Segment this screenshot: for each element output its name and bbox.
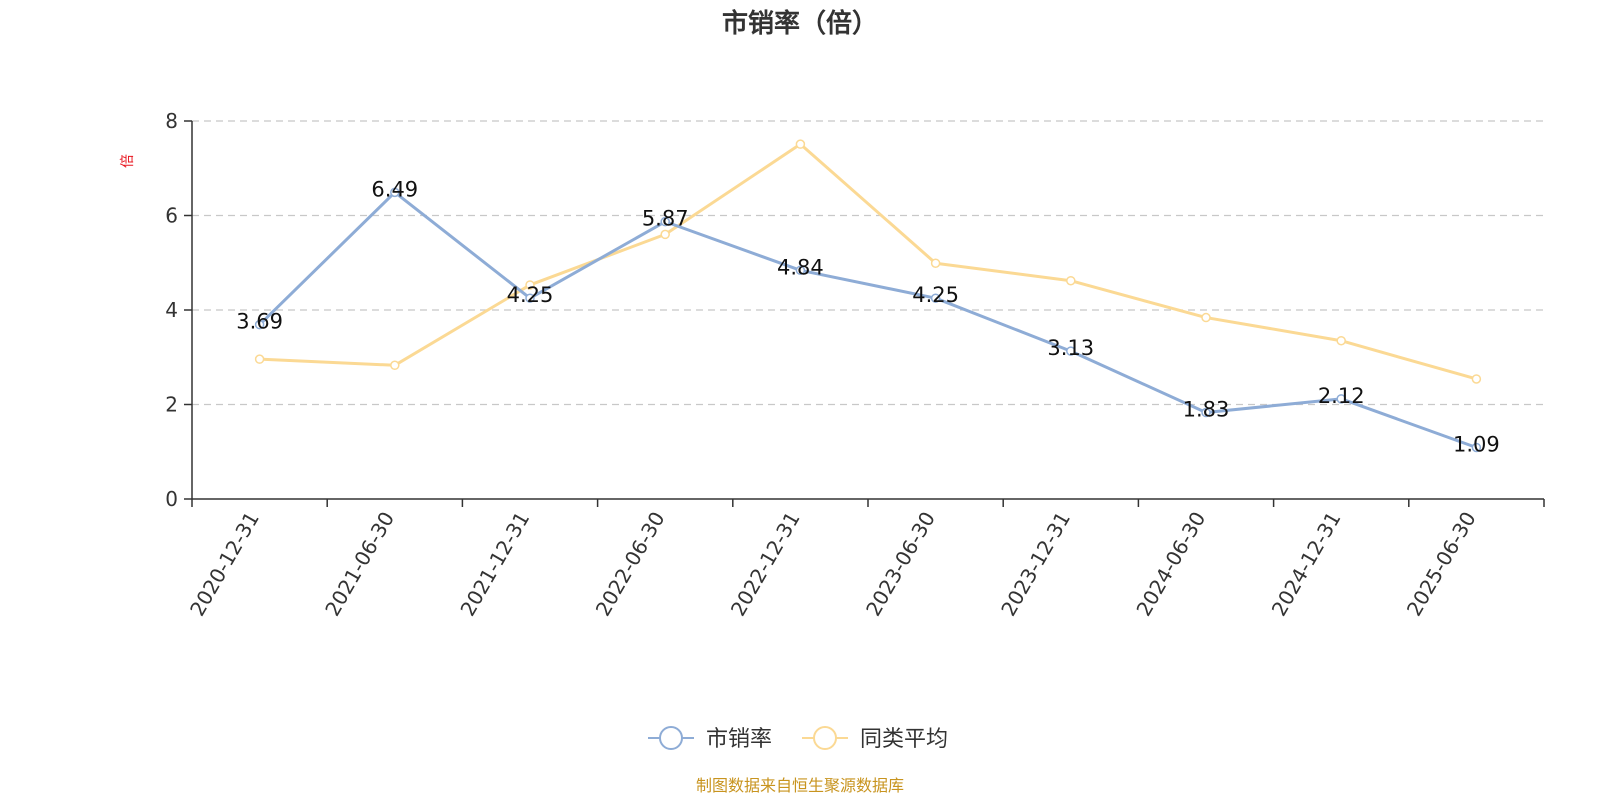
x-tick-label-7: 2024-06-30 <box>1131 508 1210 621</box>
legend-label-1: 同类平均 <box>860 727 948 752</box>
x-tick-label-5: 2023-06-30 <box>861 508 940 621</box>
chart-title: 市销率（倍） <box>722 8 878 39</box>
x-tick-label-3: 2022-06-30 <box>591 508 670 621</box>
series-0-point-2 <box>525 293 535 303</box>
y-tick-label-0: 0 <box>165 487 178 511</box>
source-note: 制图数据来自恒生聚源数据库 <box>696 776 904 795</box>
legend-marker-1 <box>813 726 837 750</box>
y-tick-label-4: 8 <box>165 109 178 133</box>
series-0-point-8 <box>1336 394 1346 404</box>
grid <box>192 120 1544 406</box>
series-line-1 <box>259 142 1477 381</box>
x-tick-label-6: 2023-12-31 <box>996 508 1075 621</box>
series-layer <box>254 139 1482 453</box>
x-tick-label-9: 2025-06-30 <box>1402 508 1481 621</box>
y-tick-label-2: 4 <box>165 298 178 322</box>
series-0-point-5 <box>930 293 941 303</box>
data-label-1: 6.49 <box>371 177 418 201</box>
data-labels: 3.69 6.49 4.25 5.87 4.84 4.25 3.13 1.83 2.12 1.09 <box>236 177 1500 456</box>
y-tick-label-3: 6 <box>165 204 178 228</box>
series-0-point-0 <box>254 319 265 330</box>
legend-label-0: 市销率 <box>706 727 772 752</box>
y-tick-label-1: 2 <box>165 393 178 417</box>
series-1-point-5 <box>930 258 941 268</box>
x-tick-label-2: 2021-12-31 <box>455 508 534 621</box>
series-1-point-8 <box>1336 335 1346 346</box>
series-1-point-2 <box>525 280 535 290</box>
series-1 <box>254 139 1482 384</box>
series-0-point-4 <box>795 265 806 276</box>
series-0-point-7 <box>1201 407 1211 418</box>
data-label-5: 4.25 <box>912 283 959 307</box>
data-label-0: 3.69 <box>236 310 283 334</box>
legend-marker-0 <box>659 726 683 750</box>
data-label-8: 2.12 <box>1318 384 1365 408</box>
series-1-point-6 <box>1066 275 1076 286</box>
data-label-9: 1.09 <box>1453 432 1500 456</box>
series-line-0 <box>258 190 1477 449</box>
data-label-7: 1.83 <box>1183 398 1230 422</box>
series-1-point-7 <box>1201 312 1211 323</box>
series-1-point-9 <box>1471 374 1482 384</box>
data-label-2: 4.25 <box>507 283 554 307</box>
series-1-point-4 <box>795 139 806 149</box>
series-1-point-0 <box>254 354 265 364</box>
series-1-point-1 <box>390 360 400 371</box>
data-label-4: 4.84 <box>777 255 824 279</box>
series-0-point-3 <box>660 216 670 227</box>
x-tick-label-8: 2024-12-31 <box>1267 508 1346 621</box>
data-label-3: 5.87 <box>642 207 689 231</box>
legend-item-1[interactable]: 同类平均 <box>802 726 948 752</box>
data-label-6: 3.13 <box>1047 336 1094 360</box>
legend-item-0[interactable]: 市销率 <box>648 726 772 752</box>
series-0-point-9 <box>1471 442 1482 453</box>
legend: 市销率 同类平均 <box>648 726 948 752</box>
x-tick-label-0: 2020-12-31 <box>185 508 264 621</box>
x-tick-label-4: 2022-12-31 <box>726 508 805 621</box>
series-0 <box>254 187 1482 453</box>
x-tick-label-1: 2021-06-30 <box>320 508 399 621</box>
series-1-point-3 <box>660 229 670 240</box>
series-0-point-6 <box>1066 346 1076 356</box>
y-axis-label: 倍 <box>120 154 136 168</box>
series-0-point-1 <box>390 187 400 198</box>
